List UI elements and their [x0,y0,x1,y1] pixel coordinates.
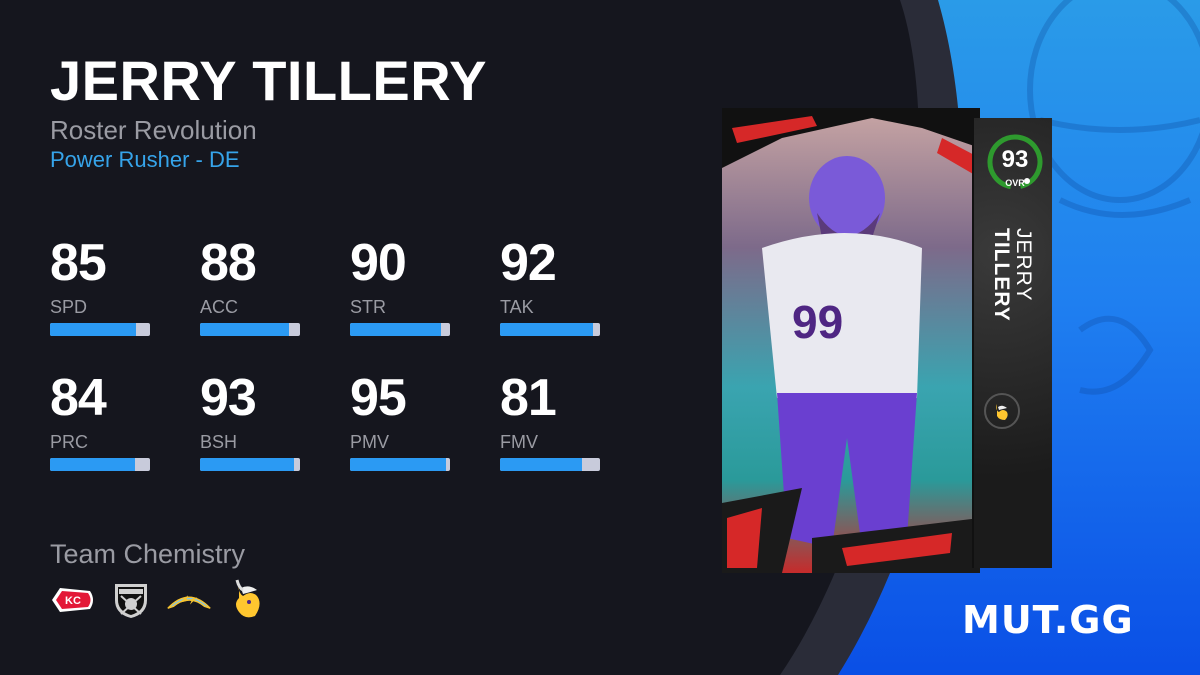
stat-label: FMV [500,432,538,452]
archetype-position: Power Rusher - DE [50,147,240,172]
stat-value: 90 [350,234,407,292]
card-last-name: TILLERY [990,228,1013,322]
chargers-logo-icon [166,578,212,622]
stat-value: 81 [500,369,557,427]
stat-bar-fill [50,323,136,336]
chiefs-logo-icon: KC [50,578,96,622]
stat-bar-fill [200,323,289,336]
card-first-name: JERRY [1012,228,1035,302]
card-sidebar [972,118,1052,568]
stat-bar-fill [200,458,294,471]
ovr-ring-icon [987,134,1043,190]
ovr-rating: 93 [1001,146,1029,173]
program-name: Roster Revolution [50,115,257,145]
stat-bar [200,323,300,336]
stat-bar [50,323,150,336]
card-vertical-name: JERRY TILLERY [984,228,1044,408]
stat-bar [350,323,450,336]
vikings-logo-icon [224,578,270,622]
stat-bar-fill [350,458,446,471]
svg-text:99: 99 [792,296,843,348]
mutgg-logo: MUT.GG [962,598,1134,642]
stat-fmv: 81 FMV [500,370,600,471]
stat-bar-fill [350,323,441,336]
stat-label: PRC [50,432,89,452]
stat-value: 88 [200,234,257,292]
stat-prc: 84 PRC [50,370,150,471]
stat-value: 93 [200,369,257,427]
stat-bar [200,458,300,471]
stat-acc: 88 ACC [200,235,300,336]
stat-value: 95 [350,369,407,427]
team-chemistry-logos: KC [50,578,270,622]
stat-label: ACC [200,297,239,317]
player-image: 99 [722,108,980,573]
stat-label: BSH [200,432,238,452]
player-card[interactable]: 99 93 OVR JERRY TILLERY [722,108,1060,573]
svg-text:KC: KC [65,595,81,607]
stat-spd: 85 SPD [50,235,150,336]
stat-bar [500,458,600,471]
player-photo: 99 [722,108,980,573]
raiders-logo-icon [108,578,154,622]
ovr-label: OVR [1005,178,1025,188]
stat-label: TAK [500,297,534,317]
stat-bar [50,458,150,471]
stat-tak: 92 TAK [500,235,600,336]
stat-value: 85 [50,234,107,292]
stat-bar [500,323,600,336]
stat-label: PMV [350,432,390,452]
stat-bar-fill [50,458,135,471]
stat-bsh: 93 BSH [200,370,300,471]
stat-str: 90 STR [350,235,450,336]
stat-label: STR [350,297,386,317]
stat-value: 92 [500,234,557,292]
stat-value: 84 [50,369,107,427]
stat-label: SPD [50,297,88,317]
team-chemistry-title: Team Chemistry [50,539,246,569]
team-badge-vikings-icon [984,393,1020,429]
stat-bar [350,458,450,471]
stat-bar-fill [500,458,582,471]
stat-pmv: 95 PMV [350,370,450,471]
stat-bar-fill [500,323,593,336]
player-name: JERRY TILLERY [50,49,487,112]
